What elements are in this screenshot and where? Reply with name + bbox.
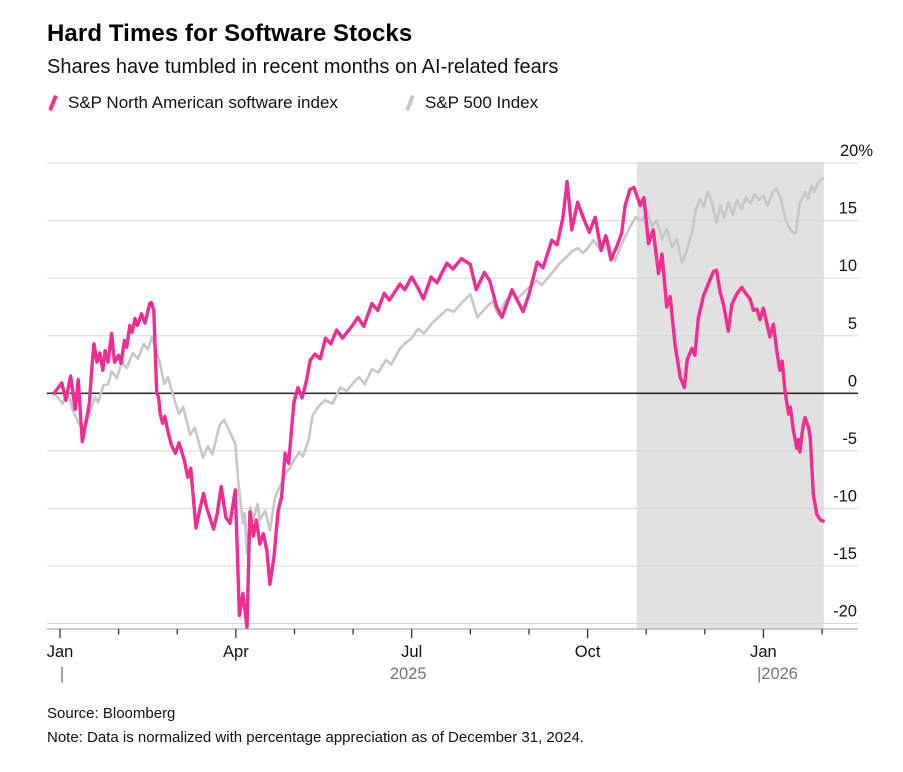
year-label: |2026 [757,665,798,683]
year-label: 2025 [390,665,427,683]
y-tick-label: -20 [833,603,857,621]
x-tick-label: Jan [47,643,74,661]
year-label: | [60,665,64,683]
y-tick-label: -15 [833,545,857,563]
series-line-software [52,179,825,629]
chart-subtitle: Shares have tumbled in recent months on … [47,56,559,78]
legend-swatch-software-icon [48,94,58,112]
x-tick-label: Oct [575,643,601,661]
y-tick-label: -5 [842,430,857,448]
x-tick-label: Apr [223,643,249,661]
legend-label-software-index: S&P North American software index [68,93,338,112]
y-tick-label: 5 [848,315,857,333]
highlight-region [636,162,824,629]
legend-item-software-index: S&P North American software index [47,93,338,113]
legend-item-sp500: S&P 500 Index [404,93,538,113]
y-tick-label: 0 [848,372,857,390]
y-tick-label: 20% [840,142,873,160]
data-note: Note: Data is normalized with percentage… [47,729,584,746]
legend-swatch-sp500-icon [405,94,415,112]
chart-title: Hard Times for Software Stocks [47,20,413,47]
x-tick-label: Jul [401,643,422,661]
source-note: Source: Bloomberg [47,705,176,722]
legend-label-sp500: S&P 500 Index [425,93,539,112]
series-line-sp500 [52,176,825,555]
legend: S&P North American software index S&P 50… [47,93,867,115]
footer: Source: Bloomberg Note: Data is normaliz… [47,705,584,746]
x-tick-label: Jan [750,643,777,661]
y-tick-label: 10 [839,257,857,275]
y-tick-label: -10 [833,487,857,505]
y-tick-label: 15 [839,200,857,218]
